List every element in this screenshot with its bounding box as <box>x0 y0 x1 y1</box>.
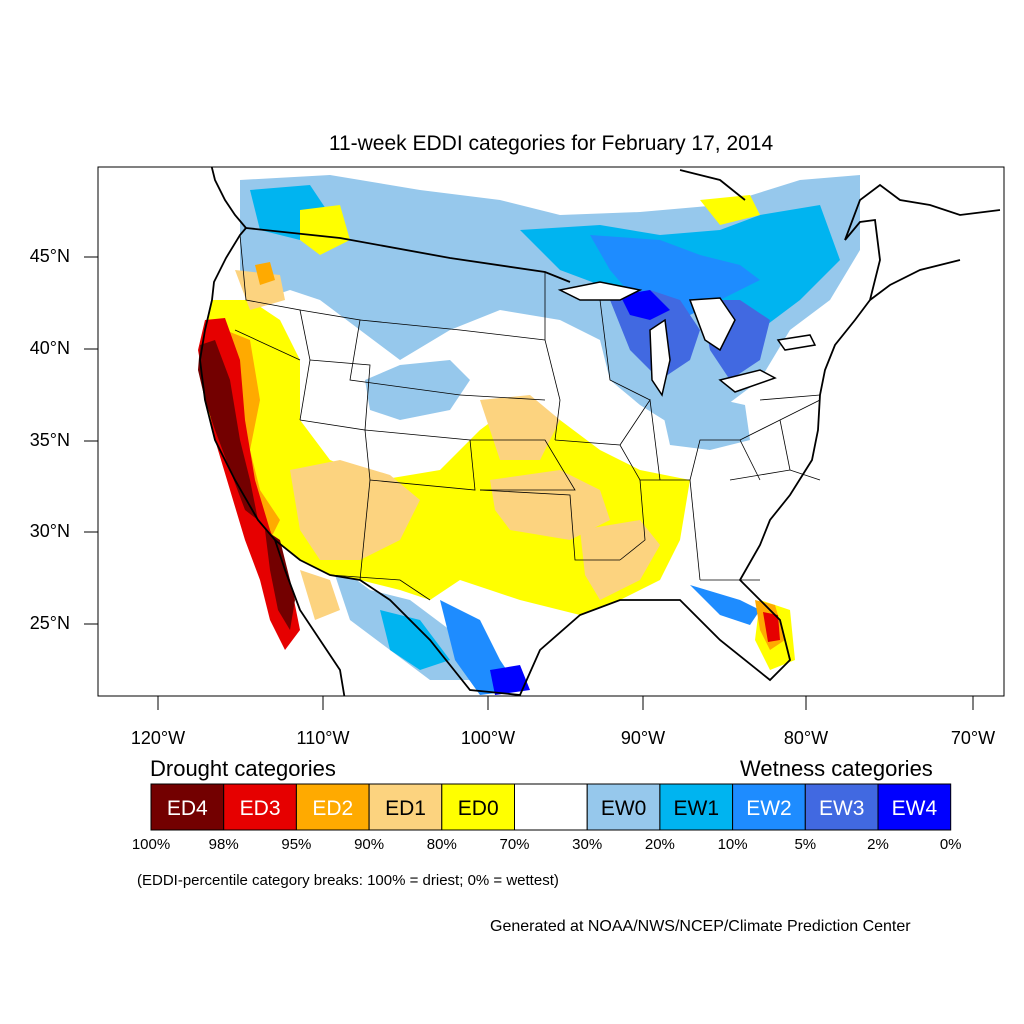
percentile-break: 0% <box>939 836 962 853</box>
category-breaks-note: (EDDI-percentile category breaks: 100% =… <box>137 872 559 889</box>
legend-swatch-ew4 <box>877 783 952 831</box>
lon-label-120w: 120°W <box>130 728 186 748</box>
lon-label-110w: 110°W <box>296 728 350 748</box>
state-boundaries <box>234 234 821 601</box>
lat-label-35: 35°N <box>29 430 70 450</box>
legend-swatch-ew0 <box>586 783 661 831</box>
legend-label-ew2: EW2 <box>746 797 792 820</box>
legend-label-ew1: EW1 <box>674 797 720 820</box>
legend-color-bar: ED4 ED3 ED2 ED1 ED0 EW0 EW1 EW2 EW3 EW4 <box>150 783 952 831</box>
percentile-break: 2% <box>867 836 889 853</box>
map-frame <box>97 166 1005 697</box>
lat-label-45: 45°N <box>29 246 70 266</box>
legend-label-ew0: EW0 <box>601 797 647 820</box>
percentile-break: 20% <box>644 836 675 853</box>
legend-swatch-ew3 <box>804 783 879 831</box>
percentile-break: 98% <box>208 836 239 853</box>
legend-swatch-ew1 <box>659 783 734 831</box>
percentile-break: 95% <box>281 836 312 853</box>
legend-swatch-ed2 <box>295 783 370 831</box>
lat-label-30: 30°N <box>29 521 70 541</box>
legend-label-ed4: ED4 <box>167 797 208 820</box>
map-title: 11-week EDDI categories for February 17,… <box>328 132 774 155</box>
wetness-categories-heading: Wetness categories <box>740 756 933 781</box>
legend-label-ed0: ED0 <box>458 797 499 820</box>
lat-label-25: 25°N <box>29 613 70 633</box>
percentile-break: 100% <box>131 836 171 853</box>
legend-label-ed3: ED3 <box>240 797 281 820</box>
lat-label-40: 40°N <box>29 338 70 358</box>
lon-label-90w: 90°W <box>620 728 666 748</box>
drought-regions <box>198 195 795 670</box>
legend-swatch-ew2 <box>732 783 806 831</box>
legend-label-ew4: EW4 <box>892 797 938 820</box>
drought-categories-heading: Drought categories <box>150 756 336 781</box>
percentile-break: 80% <box>426 836 457 853</box>
lon-label-100w: 100°W <box>460 728 516 748</box>
legend-swatch-normal <box>514 783 588 831</box>
great-lakes <box>557 281 817 397</box>
percentile-break: 70% <box>499 836 530 853</box>
percentile-break: 5% <box>794 836 817 853</box>
lat-ticks <box>84 256 98 625</box>
legend-label-ew3: EW3 <box>819 797 865 820</box>
percentile-break: 30% <box>572 836 603 853</box>
lon-ticks <box>157 696 974 710</box>
lon-label-70w: 70°W <box>950 728 996 748</box>
map-area <box>198 167 1001 696</box>
legend-label-ed2: ED2 <box>312 797 353 820</box>
legend-label-ed1: ED1 <box>385 797 426 820</box>
legend-swatch-ed4 <box>150 783 225 831</box>
percentile-break: 90% <box>354 836 385 853</box>
percentile-break: 10% <box>717 836 748 853</box>
coastlines <box>199 167 1001 696</box>
legend-swatch-ed1 <box>368 783 443 831</box>
lon-label-80w: 80°W <box>783 728 829 748</box>
legend-swatch-ed0 <box>441 783 515 831</box>
legend-swatch-ed3 <box>223 783 297 831</box>
credit-text: Generated at NOAA/NWS/NCEP/Climate Predi… <box>490 918 911 935</box>
